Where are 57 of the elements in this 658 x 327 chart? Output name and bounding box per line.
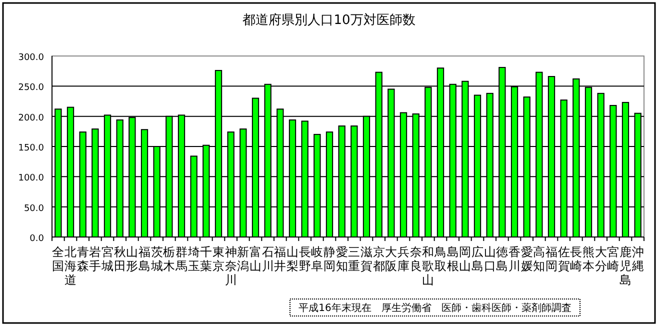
x-tick-label: 鹿児島 — [620, 245, 632, 287]
x-tick-label: 富山 — [250, 245, 262, 273]
x-tick-label: 全国 — [52, 245, 64, 273]
x-tick-label: 熊本 — [582, 245, 594, 273]
x-tick-label: 群馬 — [174, 245, 188, 273]
x-tick-label: 広島 — [472, 245, 484, 273]
x-tick-label: 沖縄 — [630, 245, 644, 273]
x-tick-label: 茨城 — [150, 245, 163, 273]
x-tick-label: 鳥取 — [434, 245, 446, 273]
x-tick-label: 高知 — [533, 245, 546, 273]
y-tick-label: 200.0 — [18, 113, 44, 124]
x-tick-label: 大阪 — [385, 245, 398, 273]
x-tick-label: 福井 — [274, 245, 286, 273]
y-tick-label: 100.0 — [18, 174, 44, 184]
x-tick-label: 石川 — [262, 245, 274, 273]
y-tick-label: 0.0 — [30, 234, 44, 244]
x-tick-label: 大分 — [594, 245, 607, 273]
chart-title: 都道府県別人口10万対医師数 — [242, 12, 416, 28]
x-tick-label: 宮崎 — [607, 245, 620, 273]
y-tick-label: 150.0 — [18, 144, 44, 154]
x-tick-label: 静岡 — [324, 245, 336, 273]
y-tick-label: 50.0 — [24, 204, 44, 214]
x-tick-label: 青森 — [76, 245, 89, 273]
x-tick-label: 北海道 — [64, 245, 76, 287]
x-tick-label: 佐賀 — [558, 245, 570, 273]
x-tick-label: 福岡 — [546, 245, 558, 273]
x-tick-label: 徳島 — [496, 245, 508, 273]
x-tick-label: 神奈川 — [224, 245, 237, 287]
x-tick-label: 新潟 — [237, 245, 250, 273]
x-tick-label: 栃木 — [163, 245, 176, 273]
y-tick-label: 300.0 — [18, 53, 44, 63]
x-tick-label: 秋田 — [114, 245, 126, 273]
x-tick-label: 京都 — [372, 245, 385, 273]
x-tick-label: 山梨 — [286, 245, 298, 273]
x-tick-label: 山口 — [484, 245, 496, 273]
text: 平成16年末現在 厚生労働省 医師・歯科医師・薬剤師調査 — [298, 302, 572, 314]
x-tick-label: 長崎 — [570, 245, 582, 273]
x-tick-label: 東京 — [212, 245, 224, 273]
x-tick-label: 和歌山 — [422, 245, 434, 287]
x-tick-label: 埼玉 — [186, 245, 200, 273]
x-tick-label: 宮城 — [100, 245, 114, 273]
x-tick-label: 愛媛 — [520, 245, 533, 273]
x-tick-label: 岐阜 — [311, 245, 324, 273]
x-tick-label: 兵庫 — [398, 245, 410, 273]
x-tick-label: 岩手 — [89, 245, 102, 273]
x-tick-label: 三重 — [348, 245, 360, 273]
x-tick-label: 山形 — [126, 245, 138, 273]
x-tick-label: 香川 — [508, 245, 520, 273]
x-tick-label: 滋賀 — [360, 245, 372, 273]
x-tick-label: 島根 — [446, 245, 459, 273]
x-tick-label: 愛知 — [336, 245, 348, 273]
x-tick-label: 福島 — [138, 245, 150, 273]
x-tick-label: 長野 — [298, 245, 311, 273]
x-tick-label: 奈良 — [410, 245, 422, 273]
x-tick-label: 岡山 — [459, 245, 472, 273]
x-tick-label: 千葉 — [200, 245, 212, 273]
y-tick-label: 250.0 — [18, 83, 44, 94]
